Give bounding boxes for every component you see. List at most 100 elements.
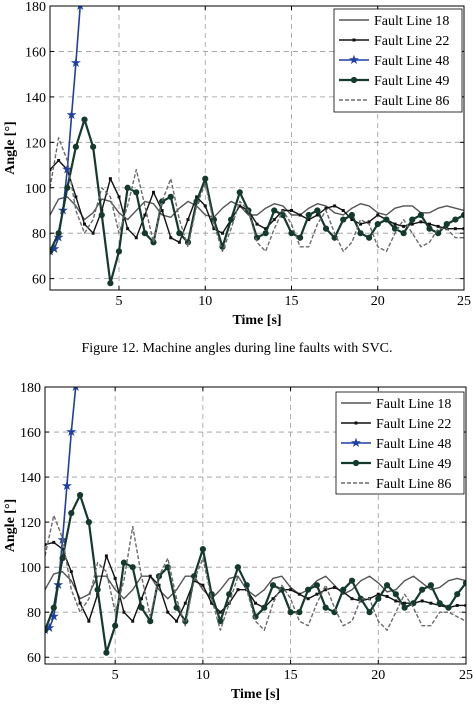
series-point (90, 143, 97, 150)
series-point: ★ (70, 55, 82, 70)
x-tick-label: 10 (196, 668, 210, 683)
series-point (212, 227, 216, 231)
series-point (138, 604, 145, 611)
series-line (50, 137, 464, 253)
series-point (436, 224, 440, 228)
series-point (324, 588, 328, 592)
axis-ticks: 60 80 100 120 140 160 180 5 10 15 20 25 (25, 0, 471, 309)
series-point (462, 227, 464, 231)
y-axis-label: Angle [°] (3, 121, 18, 174)
x-tick-label: 15 (285, 294, 299, 309)
series-line (45, 570, 466, 600)
series-point (341, 208, 345, 212)
series-point (217, 618, 224, 625)
legend-item: Fault Line 18 (339, 14, 449, 29)
series-point (393, 222, 397, 226)
x-tick-label: 5 (112, 668, 119, 683)
legend-item: Fault Line 86 (339, 94, 449, 109)
series-1 (45, 570, 466, 600)
series-point (83, 222, 86, 226)
series-point (288, 230, 295, 237)
series-point (94, 586, 101, 593)
series-point (297, 592, 301, 596)
series-point: ★ (65, 424, 77, 439)
series-line (50, 6, 81, 253)
series-point (426, 225, 433, 232)
series-point (419, 586, 426, 593)
series-point (98, 211, 105, 219)
y-axis-label: Angle [°] (3, 499, 18, 552)
series-point (59, 555, 66, 562)
series-point (383, 582, 391, 589)
series-4 (50, 116, 464, 287)
y-tick-label: 140 (25, 91, 46, 106)
series-point (366, 234, 373, 241)
series-point (210, 601, 214, 605)
legend-item: Fault Line 49 (339, 74, 449, 89)
chart-bottom-svg: ★★★★★★★★60 80 100 120 140 160 180 5 10 15 20 25 Time… (3, 381, 473, 702)
series-point (238, 204, 242, 208)
series-point (143, 213, 147, 217)
series-point (264, 227, 268, 231)
legend-item: Fault Line 49 (341, 457, 451, 472)
series-point (117, 195, 121, 199)
plot-area: ★★★★★★★★ (50, 0, 464, 287)
x-tick-label: 5 (116, 294, 123, 309)
series-point (287, 609, 294, 616)
legend-marker (352, 38, 356, 42)
legend-marker: ★ (348, 52, 360, 67)
series-point (69, 570, 73, 574)
chart-top: ★★★★★★★★60 80 100 120 140 160 180 5 10 15 20 25 Time… (0, 0, 474, 334)
series-4 (45, 491, 466, 656)
series-point (57, 158, 61, 162)
series-point (400, 230, 407, 237)
series-point (133, 189, 140, 196)
series-point (454, 591, 461, 598)
series-line (45, 514, 466, 631)
series-point (436, 600, 443, 607)
series-point: ★ (61, 162, 73, 177)
series-point (50, 604, 57, 611)
y-tick-label: 80 (27, 606, 41, 621)
series-point (103, 649, 110, 656)
series-point (152, 190, 155, 194)
series-point (166, 610, 170, 614)
series-point (357, 230, 364, 237)
legend-label: Fault Line 86 (376, 477, 451, 492)
series-point (68, 510, 75, 517)
series-point (307, 218, 311, 222)
series-point (148, 574, 152, 578)
series-point (401, 604, 408, 611)
series-point (350, 218, 354, 222)
y-tick-label: 120 (25, 136, 46, 151)
y-tick-label: 180 (20, 381, 41, 396)
legend-label: Fault Line 86 (374, 94, 449, 109)
series-point (243, 582, 250, 589)
series-point (195, 195, 199, 199)
series-point: ★ (74, 0, 86, 13)
legend: Fault Line 18 Fault Line 22 ★ Fault Line 48… (333, 8, 463, 113)
series-point (202, 175, 209, 182)
series-point: ★ (48, 609, 60, 624)
series-point: ★ (61, 478, 73, 493)
series-point (186, 218, 190, 222)
series-point (50, 168, 52, 172)
series-point (297, 234, 304, 241)
series-2 (45, 540, 466, 623)
series-point (417, 211, 424, 219)
series-point (290, 208, 293, 212)
x-tick-label: 10 (198, 294, 212, 309)
legend-item: Fault Line 86 (341, 477, 451, 492)
series-point (443, 221, 450, 228)
legend-label: Fault Line 49 (376, 457, 451, 472)
series-point (131, 619, 135, 623)
series-point (348, 211, 355, 219)
series-5 (45, 514, 466, 631)
legend-item: Fault Line 22 (339, 34, 449, 49)
series-point (464, 603, 466, 607)
series-point (315, 213, 319, 217)
series-point (332, 585, 336, 589)
series-point (64, 184, 71, 191)
legend-item: Fault Line 18 (341, 397, 451, 412)
series-point (359, 222, 362, 226)
